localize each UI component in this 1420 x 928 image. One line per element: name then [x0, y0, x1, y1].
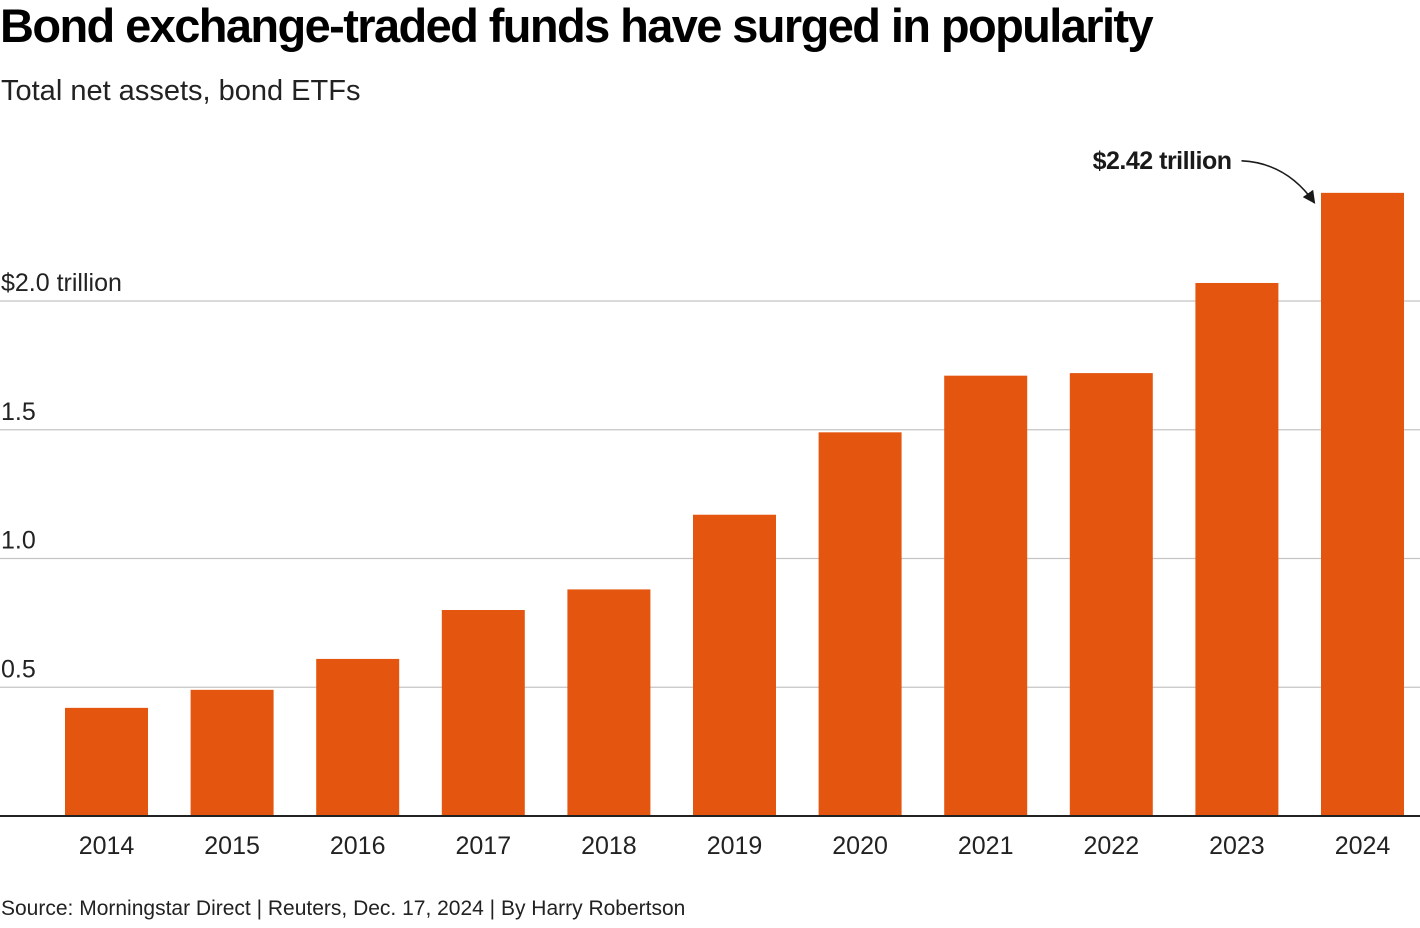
x-tick-label: 2015	[204, 832, 260, 860]
bar-2024	[1321, 192, 1404, 817]
bar-2017	[441, 610, 525, 816]
annotations: $2.42 trillion	[1093, 147, 1316, 204]
source-note: Source: Morningstar Direct | Reuters, De…	[1, 897, 686, 920]
bar-2018	[567, 589, 651, 816]
annotation-label: $2.42 trillion	[1093, 147, 1232, 175]
bar-2019	[693, 514, 776, 816]
x-tick-label: 2017	[455, 832, 511, 860]
bar-2015	[190, 689, 274, 816]
axis-labels: 0.5 1.0 1.5 $2.0 trillion 2014 2015 2016 2017 20…	[1, 269, 1390, 860]
bars	[65, 192, 1404, 817]
x-tick-label: 2020	[832, 832, 888, 860]
x-tick-label: 2023	[1209, 832, 1265, 860]
x-tick-label: 2019	[707, 832, 763, 860]
bar-2016	[316, 658, 400, 816]
x-tick-label: 2021	[958, 832, 1014, 860]
x-tick-label: 2024	[1335, 832, 1391, 860]
y-tick-label: 1.5	[1, 398, 36, 426]
bar-2021	[944, 375, 1028, 816]
bar-2022	[1069, 373, 1153, 816]
bar-2023	[1195, 282, 1279, 817]
x-tick-label: 2016	[330, 832, 386, 860]
x-tick-label: 2018	[581, 832, 637, 860]
y-tick-label: $2.0 trillion	[1, 269, 122, 297]
chart-title: Bond exchange-traded funds have surged i…	[0, 0, 1154, 52]
bar-2020	[818, 432, 902, 816]
annotation-arrow	[1241, 160, 1316, 204]
x-tick-label: 2022	[1083, 832, 1139, 860]
chart-subtitle: Total net assets, bond ETFs	[1, 75, 361, 107]
y-tick-label: 1.0	[1, 527, 36, 555]
bar-2014	[65, 707, 148, 816]
y-tick-label: 0.5	[1, 655, 36, 683]
x-tick-label: 2014	[79, 832, 135, 860]
